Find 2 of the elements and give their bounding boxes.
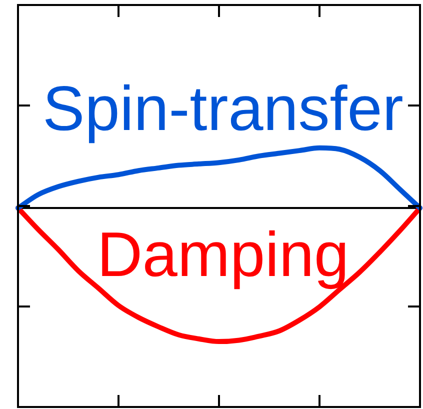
series-label: Spin-transfer <box>42 74 404 144</box>
series-label: Damping <box>96 220 350 290</box>
